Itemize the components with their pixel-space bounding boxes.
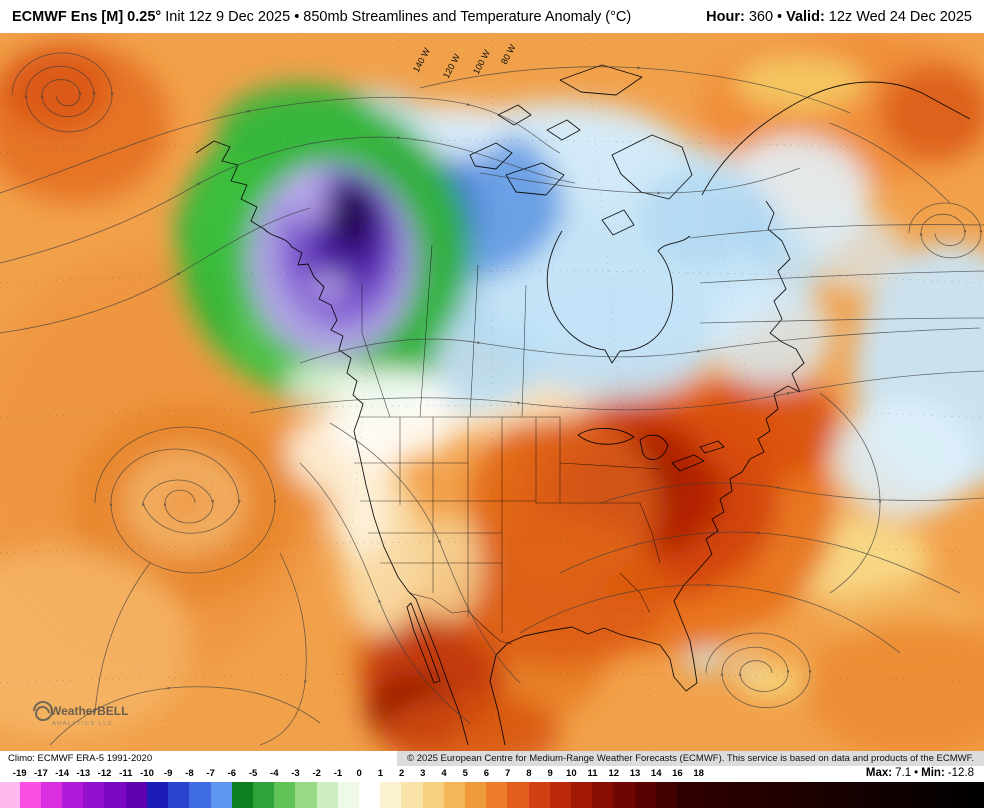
colorbar-segment — [316, 782, 338, 808]
colorbar-segment — [146, 782, 169, 808]
climo-note: Climo: ECMWF ERA-5 1991-2020 — [0, 751, 398, 766]
colorbar-tick-label: -4 — [270, 768, 279, 779]
border-layer — [354, 244, 661, 645]
colorbar-segment — [337, 782, 359, 808]
logo-swirl-icon — [33, 701, 53, 721]
colorbar-tick-label: 2 — [398, 768, 405, 779]
stats-separator: • — [914, 767, 919, 779]
graticule-lines — [0, 33, 984, 751]
min-value: -12.8 — [947, 767, 974, 779]
colorbar-tick-label: -5 — [248, 768, 258, 779]
colorbar-tick-label: -10 — [140, 768, 154, 779]
max-value: 7.1 — [895, 767, 912, 779]
colorbar-tick-label: -7 — [206, 768, 215, 779]
colorbar-tick-label: -8 — [185, 768, 194, 779]
colorbar-tick-label: 10 — [566, 768, 577, 779]
copyright-note: © 2025 European Centre for Medium-Range … — [397, 751, 984, 766]
logo-subtext: ANALYTICS LLC — [52, 721, 113, 727]
colorbar-segment — [676, 782, 699, 808]
colorbar-segment — [592, 782, 614, 808]
hour-label: Hour: — [706, 8, 745, 25]
colorbar-segment — [83, 782, 105, 808]
info-strip: Climo: ECMWF ERA-5 1991-2020 © 2025 Euro… — [0, 751, 984, 766]
coastline-layer — [195, 64, 971, 746]
colorbar-tick-label: 0 — [356, 768, 362, 779]
map-canvas: 140 W 120 W 100 W 80 W WeatherBELL ANALY… — [0, 33, 984, 751]
colorbar-segment — [274, 782, 296, 808]
weather-map: 140 W 120 W 100 W 80 W WeatherBELL ANALY… — [0, 33, 984, 751]
min-label: Min: — [921, 767, 945, 779]
colorbar-segment — [380, 782, 402, 808]
colorbar-tick-label: 12 — [608, 768, 620, 779]
colorbar-tick-label: -19 — [12, 768, 27, 779]
map-title: ECMWF Ens [M] 0.25° Init 12z 9 Dec 2025 … — [12, 9, 631, 25]
header-bar: ECMWF Ens [M] 0.25° Init 12z 9 Dec 2025 … — [0, 0, 984, 33]
colorbar-segment — [464, 782, 487, 808]
separator-dot: • — [777, 8, 783, 25]
colorbar-segment — [295, 782, 317, 808]
colorbar-tick-label: 18 — [693, 768, 704, 779]
colorbar-tick-label: 13 — [629, 768, 641, 779]
hour-value: 360 — [748, 8, 774, 25]
colorbar-underflow — [0, 782, 20, 808]
colorbar-tick-label: 6 — [483, 768, 490, 779]
colorbar-segment — [252, 782, 275, 808]
colorbar-bar — [0, 782, 984, 808]
colorbar-segment — [655, 782, 677, 808]
colorbar-tick-label: -17 — [34, 768, 48, 779]
colorbar-tick-label: 11 — [587, 768, 598, 779]
colorbar-tick-label: 3 — [420, 768, 426, 779]
title-description: Init 12z 9 Dec 2025 • 850mb Streamlines … — [161, 8, 632, 25]
colorbar-segment — [549, 782, 571, 808]
max-label: Max: — [865, 767, 893, 779]
valid-label: Valid: — [786, 8, 825, 25]
colorbar-segment — [443, 782, 465, 808]
colorbar-segment — [422, 782, 444, 808]
logo-text: WeatherBELL — [50, 704, 128, 718]
forecast-valid-time: Hour: 360 • Valid: 12z Wed 24 Dec 2025 — [702, 9, 972, 25]
colorbar-tick-label: -13 — [76, 768, 91, 779]
colorbar-stats: Max: 7.1 • Min: -12.8 — [863, 767, 974, 779]
colorbar-segment — [486, 782, 508, 808]
streamline-layer — [0, 52, 984, 746]
colorbar-tick-label: 5 — [462, 768, 468, 779]
colorbar-tick-label: -9 — [163, 768, 173, 779]
colorbar-segment — [358, 782, 381, 808]
colorbar-segment — [40, 782, 63, 808]
colorbar-labels: Max: 7.1 • Min: -12.8 -19 -17 -14 -13 -12 -11 -10-… — [0, 766, 984, 782]
colorbar-segment — [401, 782, 423, 808]
colorbar-segment — [613, 782, 635, 808]
colorbar-tick-label: -1 — [333, 768, 343, 779]
colorbar-segment — [62, 782, 84, 808]
colorbar-segment — [19, 782, 41, 808]
colorbar-tick-label: 1 — [377, 768, 384, 779]
model-name: ECMWF Ens [M] 0.25° — [12, 8, 162, 25]
colorbar-tick-label: 7 — [505, 768, 511, 779]
colorbar-segment — [507, 782, 529, 808]
colorbar-segment — [210, 782, 232, 808]
colorbar-tick-label: 8 — [526, 768, 532, 779]
colorbar-overflow — [698, 782, 984, 808]
colorbar-segment — [189, 782, 211, 808]
colorbar-segment — [125, 782, 147, 808]
colorbar-tick-label: -3 — [291, 768, 300, 779]
colorbar-tick-label: 4 — [441, 768, 447, 779]
colorbar-segment — [570, 782, 593, 808]
colorbar-tick-label: -14 — [55, 768, 69, 779]
colorbar-segment — [634, 782, 656, 808]
colorbar-tick-label: 16 — [672, 768, 683, 779]
colorbar-tick-label: -2 — [312, 768, 321, 779]
colorbar-segment — [528, 782, 550, 808]
valid-value: 12z Wed 24 Dec 2025 — [828, 8, 972, 25]
colorbar-tick-label: 14 — [650, 768, 662, 779]
weatherbell-logo: WeatherBELL ANALYTICS LLC — [33, 701, 128, 727]
colorbar-tick-label: -12 — [97, 768, 112, 779]
colorbar-segment — [104, 782, 126, 808]
colorbar-tick-label: -6 — [227, 768, 237, 779]
colorbar-segment — [168, 782, 190, 808]
colorbar-segment — [231, 782, 253, 808]
colorbar-tick-label: -11 — [119, 768, 133, 779]
colorbar-tick-label: 9 — [547, 768, 553, 779]
